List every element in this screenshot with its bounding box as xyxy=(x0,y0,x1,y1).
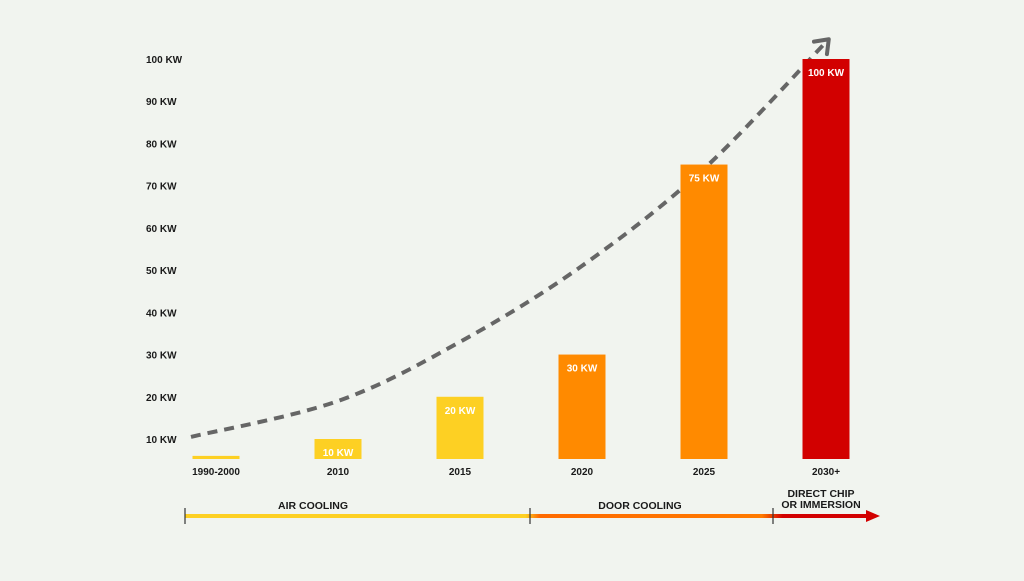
bar-2010 xyxy=(314,439,362,459)
x-tick-label: 2020 xyxy=(571,467,594,478)
x-tick-label: 2010 xyxy=(327,467,350,478)
phase-label-line: OR IMMERSION xyxy=(781,499,860,511)
y-tick-label: 70 KW xyxy=(146,182,177,193)
phase-label: AIR COOLING xyxy=(278,500,348,512)
bar-2030+ xyxy=(802,59,850,459)
x-axis-ticks: 1990-2000 2010 2015 2020 2025 2030+ xyxy=(192,467,840,478)
bar-series: 10 KW 20 KW 30 KW 75 KW 100 KW xyxy=(192,59,850,460)
trend-arrowhead xyxy=(811,37,831,57)
bar-2020 xyxy=(558,354,606,459)
bar-2015 xyxy=(436,396,484,459)
y-tick-label: 40 KW xyxy=(146,308,177,319)
bar-data-label: 30 KW xyxy=(567,364,598,375)
y-tick-label: 50 KW xyxy=(146,266,177,277)
y-axis-ticks: 10 KW 20 KW 30 KW 40 KW 50 KW 60 KW 70 KW 80 KW… xyxy=(146,55,183,446)
cooling-phase-timeline: AIR COOLING DOOR COOLING DIRECT CHIP OR IMM… xyxy=(184,488,880,524)
y-tick-label: 90 KW xyxy=(146,97,177,108)
y-tick-label: 30 KW xyxy=(146,351,177,362)
phase-arrow-head xyxy=(866,510,880,522)
bar-2025 xyxy=(680,164,728,460)
bar-data-label: 20 KW xyxy=(445,406,476,417)
phase-label-line: AIR COOLING xyxy=(278,500,348,512)
phase-label-line: DIRECT CHIP xyxy=(787,488,854,500)
x-tick-label: 1990-2000 xyxy=(192,467,240,478)
phase-label-line: DOOR COOLING xyxy=(598,500,681,512)
x-tick-label: 2015 xyxy=(449,467,472,478)
phase-label: DOOR COOLING xyxy=(598,500,681,512)
bar-data-label: 75 KW xyxy=(689,174,720,185)
y-tick-label: 60 KW xyxy=(146,224,177,235)
y-tick-label: 20 KW xyxy=(146,393,177,404)
bar-1990-2000 xyxy=(192,455,240,459)
bar-data-label: 10 KW xyxy=(323,448,354,459)
phase-label: DIRECT CHIP OR IMMERSION xyxy=(781,488,860,511)
trend-line xyxy=(190,40,828,439)
bar-data-label: 100 KW xyxy=(808,68,845,79)
y-tick-label: 100 KW xyxy=(146,55,183,66)
x-tick-label: 2025 xyxy=(693,467,716,478)
y-tick-label: 80 KW xyxy=(146,139,177,150)
y-tick-label: 10 KW xyxy=(146,435,177,446)
x-tick-label: 2030+ xyxy=(812,467,840,478)
trend-arrow xyxy=(190,37,831,439)
